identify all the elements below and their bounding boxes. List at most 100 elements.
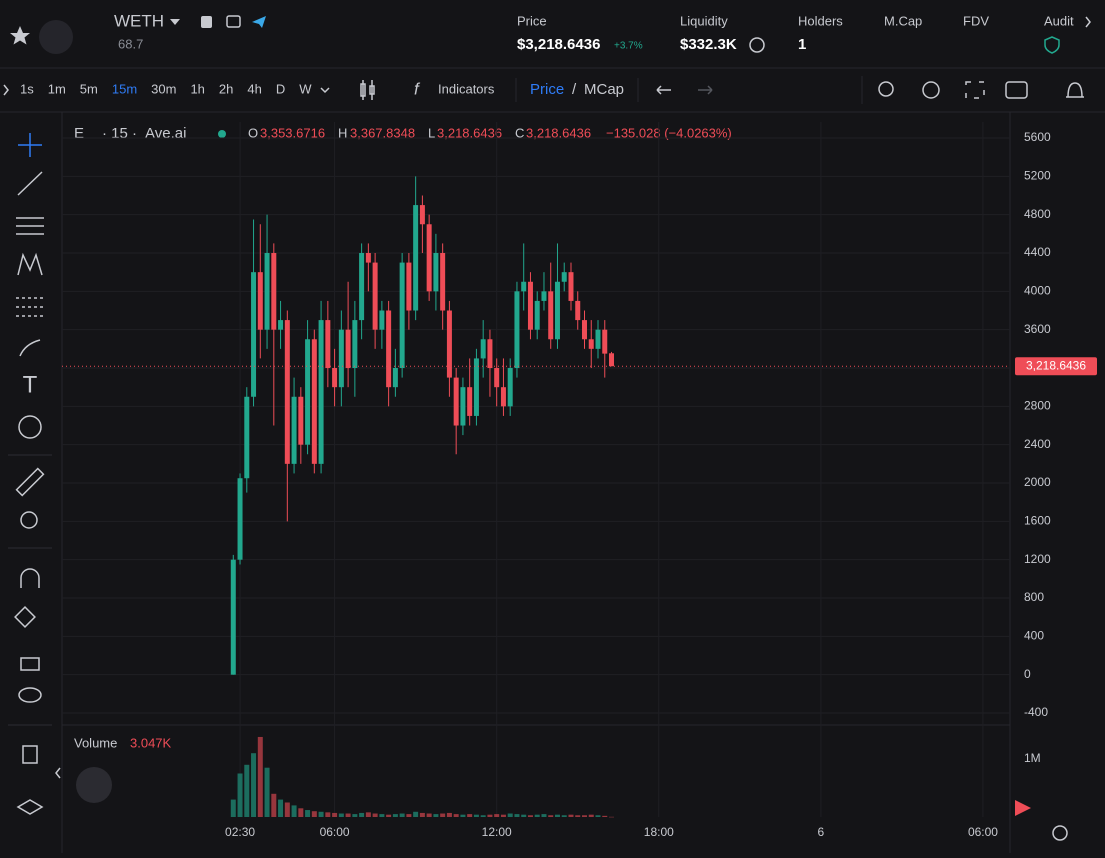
unlock-tool[interactable] [20,657,40,671]
candle-body [305,339,311,445]
volume-bar [602,815,608,817]
candle-body [278,320,284,330]
volume-bar [338,813,344,817]
undo[interactable] [656,85,671,95]
interval-button[interactable]: 1s [20,81,34,96]
interval-button[interactable]: 1h [190,81,204,96]
interval-button[interactable]: W [299,81,312,96]
brush-tool[interactable] [19,339,41,357]
y-tick-label: 4400 [1024,245,1051,259]
candle-body [473,358,479,416]
prediction-tool[interactable] [16,297,44,317]
layers-tool[interactable] [16,799,44,815]
y-tick-label: 2000 [1024,475,1051,489]
candle-body [494,368,500,388]
stat-value: $332.3K [680,36,737,53]
x-tick-label: 12:00 [482,825,512,839]
y-tick-label: 1200 [1024,552,1051,566]
fib-tool[interactable] [16,217,44,235]
dropdown[interactable] [170,19,180,25]
candle-body [487,339,493,369]
y-tick-label: 5200 [1024,169,1051,183]
volume-bar [264,767,270,817]
candle-body [453,377,459,426]
copy-icon[interactable] [201,16,212,28]
symbol[interactable]: WETH [114,11,164,30]
settings-icon[interactable] [922,81,940,99]
interval-button[interactable]: 4h [247,81,261,96]
fx-icon[interactable]: f [414,79,421,98]
volume-bar [568,814,574,817]
delete-tool[interactable] [22,745,38,764]
volume-bar [352,814,358,817]
text-tool[interactable]: T [23,371,38,398]
crosshair-tool[interactable] [18,133,42,157]
candle-body [352,320,358,369]
candle-body [480,339,486,359]
line-tool[interactable] [17,171,43,196]
magnet-tool[interactable] [20,568,40,588]
candle-type-icon[interactable] [360,80,375,100]
volume-bar [534,814,540,817]
more-intervals[interactable] [320,87,330,94]
stat-value: 1 [798,36,806,53]
price-toggle[interactable]: Price [530,81,564,98]
volume-label: 3.047K [130,735,172,750]
interval-button[interactable]: 15m [112,81,137,96]
ruler-tool[interactable] [15,467,45,497]
indicators-button[interactable]: Indicators [438,81,495,96]
candle-body [514,291,520,369]
volume-bar [446,812,452,817]
candle-body [426,224,432,292]
y-tick-label: 4800 [1024,207,1051,221]
fullscreen-icon[interactable] [965,81,985,99]
hide-tool[interactable] [18,687,42,703]
web-icon[interactable] [226,15,241,28]
mcap-toggle[interactable]: MCap [584,81,624,98]
candle-body [271,253,277,330]
volume-bar [413,811,419,817]
axis-settings[interactable] [1052,825,1068,841]
candle-body [392,368,398,388]
candle-body [298,396,304,445]
x-tick-label: 06:00 [968,825,998,839]
emoji-tool[interactable] [18,415,42,439]
candle-body [440,253,446,311]
volume-bar [514,814,520,817]
star[interactable] [10,26,30,45]
volume-bar [527,815,533,817]
telegram-icon[interactable] [252,16,266,28]
candle-body [230,559,236,675]
candle-body [507,368,513,407]
x-tick-label: 02:30 [225,825,255,839]
interval-button[interactable]: 1m [48,81,66,96]
pattern-tool[interactable] [17,252,43,276]
collapse[interactable] [55,767,61,779]
interval-button[interactable]: 30m [151,81,176,96]
interval-button[interactable]: 5m [80,81,98,96]
candle-body [399,262,405,369]
search-icon[interactable] [878,81,894,97]
camera-icon[interactable] [1005,81,1028,99]
lock-draw-tool[interactable] [14,606,36,628]
zoom-tool[interactable] [20,511,38,529]
interval-button[interactable]: D [276,81,285,96]
candle-body [413,205,419,311]
redo[interactable] [698,85,713,95]
volume-bar [251,753,257,817]
bell-icon[interactable] [1066,82,1084,98]
replay-flag[interactable] [1015,800,1031,816]
candle-body [521,281,527,292]
volume-bar [460,814,466,817]
interval-button[interactable]: 2h [219,81,233,96]
stat-value: $3,218.6436 [517,36,600,53]
expand[interactable] [3,84,9,96]
legend-key: C [515,125,524,140]
legend-source: Ave.ai [145,125,186,142]
stat-label[interactable]: Audit [1044,13,1074,28]
volume-bar [494,814,500,817]
volume-bar [311,811,317,817]
volume-bar [318,811,324,817]
